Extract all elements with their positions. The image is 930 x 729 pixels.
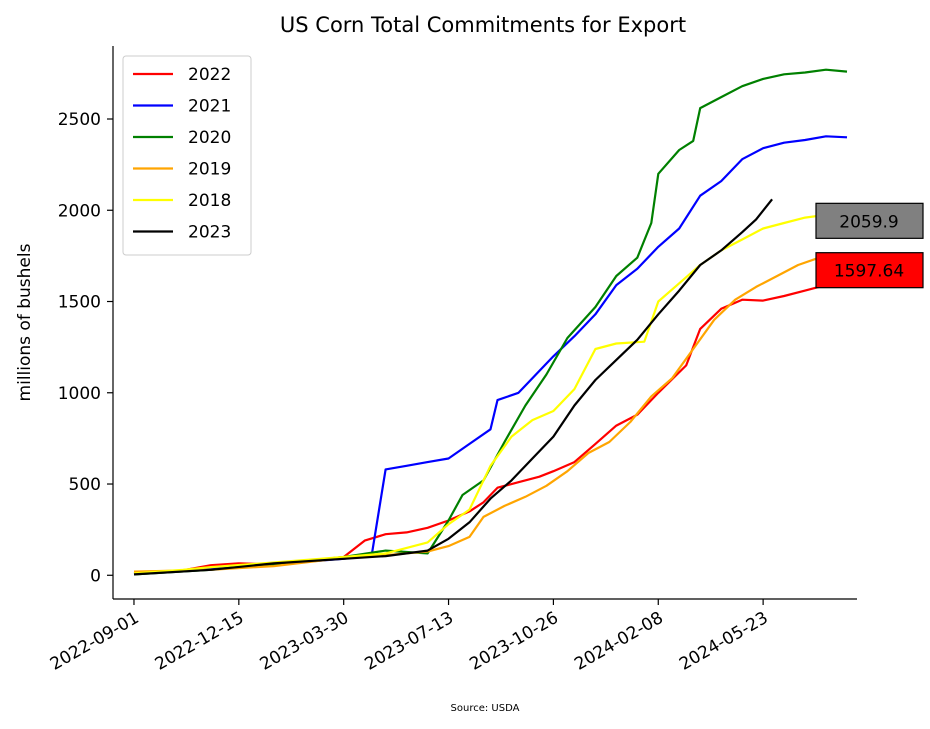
- legend-label-2020: 2020: [188, 128, 231, 148]
- legend-label-2023: 2023: [188, 223, 231, 243]
- y-tick-label: 2000: [58, 201, 101, 221]
- x-tick-label: 2023-07-13: [361, 608, 457, 675]
- x-tick-label: 2023-03-30: [257, 608, 353, 675]
- callout-value-2023: 2059.9: [839, 212, 898, 232]
- series-line-2019: [133, 253, 848, 573]
- legend: 2022 2021 2020 2019 2018 2023: [122, 55, 252, 256]
- callout-value-2022: 1597.64: [834, 262, 904, 282]
- legend-box: [122, 55, 252, 256]
- y-tick-label: 500: [69, 475, 101, 495]
- y-tick-label: 2500: [58, 110, 101, 130]
- y-tick-label: 0: [90, 566, 101, 586]
- chart-title: US Corn Total Commitments for Export: [280, 13, 686, 37]
- callout-box-2023: [815, 202, 924, 239]
- x-tick-label: 2023-10-26: [466, 608, 562, 675]
- legend-label-2022: 2022: [188, 65, 231, 85]
- legend-label-2021: 2021: [188, 97, 231, 117]
- series-line-2021: [133, 135, 848, 575]
- series-line-2018: [133, 213, 847, 575]
- source-note: Source: USDA: [451, 703, 520, 714]
- x-tick-label: 2024-05-23: [676, 608, 772, 675]
- value-callouts: 2059.9 1597.64: [815, 202, 924, 289]
- x-tick-label: 2022-12-15: [152, 608, 248, 675]
- callout-box-2022: [815, 252, 924, 289]
- y-axis-label: millions of bushels: [15, 243, 35, 401]
- legend-label-2019: 2019: [188, 160, 231, 180]
- series-line-2020: [133, 68, 848, 576]
- series-lines: [133, 68, 848, 576]
- x-tick-label: 2024-02-08: [571, 608, 667, 675]
- y-tick-label: 1000: [58, 384, 101, 404]
- series-line-2023: [133, 198, 773, 576]
- x-tick-label: 2022-09-01: [47, 608, 143, 675]
- y-tick-label: 1500: [58, 293, 101, 313]
- legend-label-2018: 2018: [188, 191, 231, 211]
